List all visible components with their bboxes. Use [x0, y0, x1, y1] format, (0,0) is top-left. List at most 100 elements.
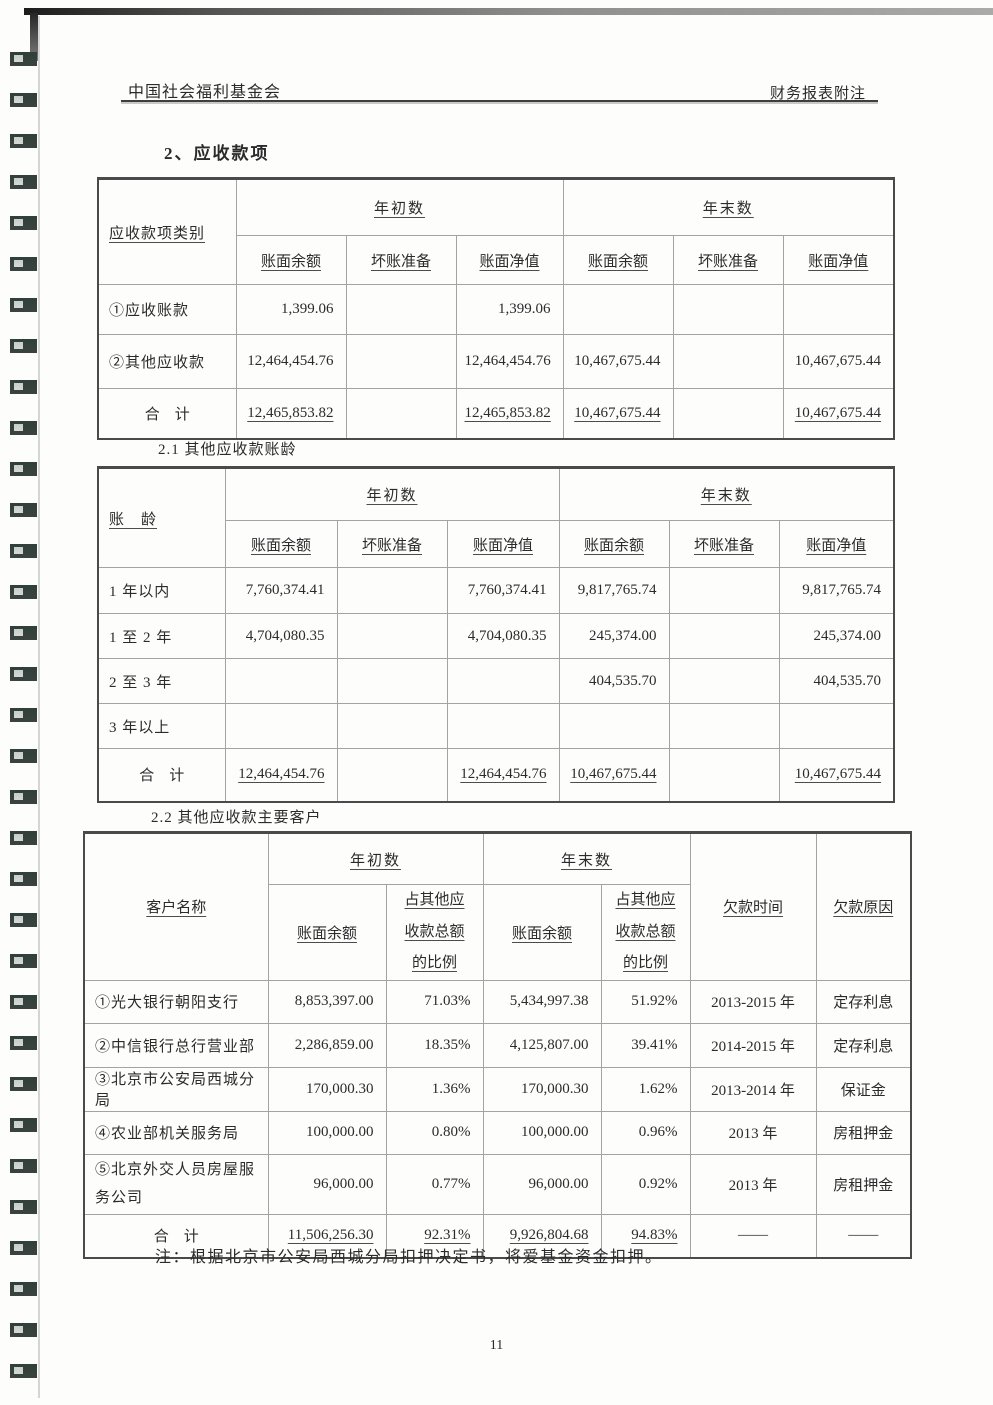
- column-header-cell: 坏账准备: [336, 520, 448, 568]
- document-org-title: 中国社会福利基金会: [128, 84, 282, 101]
- column-header-label: 欠款时间: [723, 900, 784, 917]
- group-header-cell: 年末数: [562, 178, 895, 236]
- table-row: ②其他应收款 12,464,454.76 12,464,454.76 10,46…: [97, 334, 895, 389]
- column-header-label: 账面净值: [808, 253, 869, 270]
- column-header-label: 账面余额: [260, 253, 321, 270]
- value-cell: 170,000.30: [482, 1066, 602, 1112]
- total-value-cell: [345, 388, 457, 439]
- total-value-cell: ——: [815, 1213, 912, 1259]
- column-header-cell: 账面余额: [235, 235, 347, 285]
- spiral-binding-highlights: [14, 55, 23, 1401]
- row-label-cell: 1 至 2 年: [97, 613, 226, 659]
- value-cell: 定存利息: [815, 1022, 912, 1068]
- value-cell: 4,704,080.35: [446, 613, 560, 659]
- value-cell: 1.36%: [385, 1066, 484, 1112]
- value-cell: 10,467,675.44: [782, 334, 895, 389]
- value-cell: 房租押金: [815, 1110, 912, 1155]
- column-header-cell: 占其他应收款总额的比例: [600, 884, 691, 981]
- column-header-cell: 账面余额: [562, 235, 674, 285]
- total-value-cell: 12,464,454.76: [446, 748, 560, 802]
- total-value-cell: [672, 388, 784, 439]
- group-header-cell: 年初数: [267, 832, 484, 885]
- value-cell: 9,817,765.74: [558, 567, 670, 614]
- value-cell: 7,760,374.41: [446, 567, 560, 614]
- binding-edge-line: [38, 16, 40, 1398]
- value-cell: [558, 703, 670, 749]
- value-cell: 71.03%: [385, 979, 484, 1024]
- group-header-cell: 年末数: [558, 467, 895, 521]
- value-cell: 12,464,454.76: [455, 334, 564, 389]
- column-header-cell: 账面净值: [778, 520, 895, 568]
- row-label-cell: ④农业部机关服务局: [83, 1110, 269, 1155]
- value-cell: 8,853,397.00: [267, 979, 387, 1024]
- column-header-cell: 账面净值: [782, 235, 895, 285]
- row-label-cell: ②其他应收款: [97, 334, 237, 389]
- value-cell: 7,760,374.41: [224, 567, 338, 614]
- total-row: 合 计 12,465,853.82 12,465,853.82 10,467,6…: [97, 388, 895, 439]
- value-cell: 0.77%: [385, 1153, 484, 1215]
- value-cell: [446, 703, 560, 749]
- value-cell: [668, 658, 780, 704]
- value-cell: 4,125,807.00: [482, 1022, 602, 1068]
- value-cell: 1,399.06: [455, 284, 564, 335]
- column-header-label: 占其他应收款总额的比例: [404, 892, 465, 971]
- column-header-cell: 账面余额: [482, 884, 602, 981]
- total-value-cell: 12,465,853.82: [235, 388, 347, 439]
- value-cell: 9,817,765.74: [778, 567, 895, 614]
- page-number: 11: [489, 1338, 504, 1353]
- total-row: 合 计 12,464,454.76 12,464,454.76 10,467,6…: [97, 748, 895, 802]
- value-cell: 房租押金: [815, 1153, 912, 1215]
- total-value-cell: 92.31%: [385, 1213, 484, 1259]
- column-header-label: 账面余额: [512, 925, 573, 942]
- total-value-cell: [336, 748, 448, 802]
- table-row: 3 年以上: [97, 703, 895, 749]
- value-cell: 1.62%: [600, 1066, 691, 1112]
- major-debtors-table: 客户名称 年初数 年末数 欠款时间 欠款原因 账面余额 占其他应收款总额的比例 …: [83, 831, 913, 1259]
- table-row: ④农业部机关服务局 100,000.00 0.80% 100,000.00 0.…: [83, 1110, 912, 1155]
- value-cell: [672, 334, 784, 389]
- column-header-cell: 账面余额: [224, 520, 338, 568]
- value-cell: 10,467,675.44: [562, 334, 674, 389]
- value-cell: 404,535.70: [558, 658, 670, 704]
- table-row: 应收款项类别 年初数 年末数: [97, 178, 895, 285]
- value-cell: [562, 284, 674, 335]
- corner-header-cell: 账 龄: [97, 467, 226, 568]
- value-cell: 51.92%: [600, 979, 691, 1024]
- value-cell: 404,535.70: [778, 658, 895, 704]
- value-cell: [336, 658, 448, 704]
- value-cell: 2013 年: [689, 1153, 817, 1215]
- column-header-label: 欠款原因: [833, 900, 894, 917]
- column-header-cell: 坏账准备: [668, 520, 780, 568]
- value-cell: 245,374.00: [778, 613, 895, 659]
- value-cell: 100,000.00: [482, 1110, 602, 1155]
- total-value-cell: 11,506,256.30: [267, 1213, 387, 1259]
- header-rule: [121, 100, 878, 102]
- value-cell: 1,399.06: [235, 284, 347, 335]
- total-value-cell: 12,464,454.76: [224, 748, 338, 802]
- column-header-label: 占其他应收款总额的比例: [615, 892, 676, 971]
- receivables-summary-table: 应收款项类别 年初数 年末数 账面余额 坏账准备 账面净值 账面余额 坏账准备 …: [97, 177, 896, 440]
- value-cell: 12,464,454.76: [235, 334, 347, 389]
- value-cell: 0.92%: [600, 1153, 691, 1215]
- group-header-cell: 年初数: [235, 178, 564, 236]
- group-header-label: 年初数: [366, 488, 418, 504]
- column-header-label: 坏账准备: [361, 537, 422, 554]
- column-header-cell: 账面净值: [446, 520, 560, 568]
- corner-header-label: 客户名称: [146, 900, 207, 917]
- table-row: 2 至 3 年 404,535.70 404,535.70: [97, 658, 895, 704]
- total-value-cell: 12,465,853.82: [455, 388, 564, 439]
- value-cell: 4,704,080.35: [224, 613, 338, 659]
- column-header-label: 账面余额: [250, 537, 311, 554]
- column-header-cell: 账面余额: [267, 884, 387, 981]
- value-cell: 96,000.00: [267, 1153, 387, 1215]
- total-value-cell: ——: [689, 1213, 817, 1259]
- group-header-label: 年初数: [373, 201, 425, 217]
- table-row: 账面余额 坏账准备 账面净值 账面余额 坏账准备 账面净值: [98, 520, 895, 568]
- column-header-cell: 欠款原因: [815, 832, 912, 981]
- value-cell: [668, 703, 780, 749]
- value-cell: [336, 703, 448, 749]
- group-header-label: 年初数: [350, 852, 402, 869]
- total-value-cell: 9,926,804.68: [482, 1213, 602, 1259]
- value-cell: [345, 334, 457, 389]
- scan-top-edge: [24, 8, 993, 15]
